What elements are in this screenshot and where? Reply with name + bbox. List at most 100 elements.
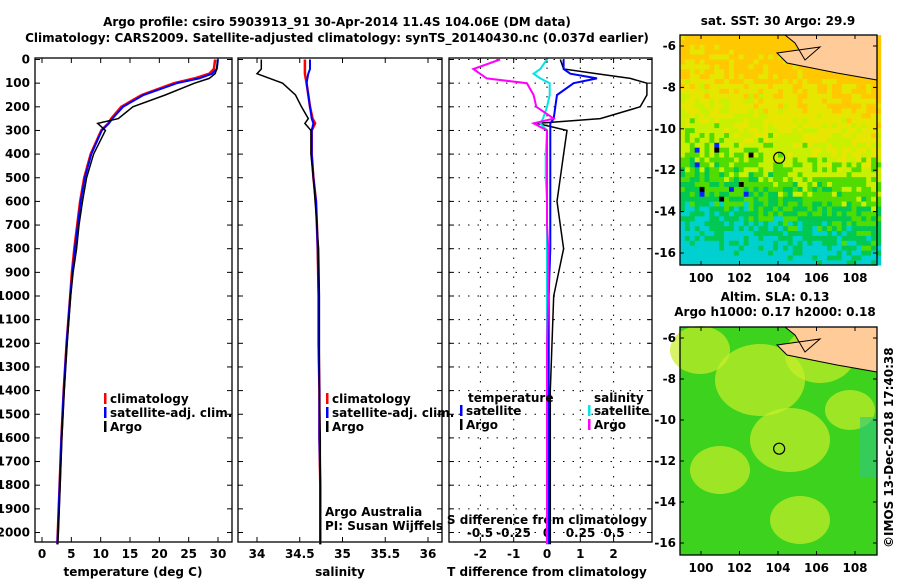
temperature-legend-item: climatology	[110, 392, 189, 406]
lat-tick-label: -10	[654, 413, 676, 427]
s-diff-tick-label: -0.5	[467, 526, 493, 540]
s-diff-tick-label: -0.25	[496, 526, 531, 540]
lon-tick-label: 102	[727, 271, 752, 285]
temperature-legend-item: Argo	[110, 420, 142, 434]
salinity-satellite-line	[305, 59, 322, 545]
x-tick-label: 20	[151, 547, 168, 561]
salinity-legend-item: climatology	[332, 392, 411, 406]
temperature-axis-label: temperature (deg C)	[64, 565, 203, 579]
depth-tick-label: 1700	[0, 455, 30, 469]
salinity-legend-item: satellite-adj. clim.	[332, 406, 454, 420]
depth-tick-label: 1300	[0, 360, 30, 374]
sla-map	[670, 326, 878, 556]
credit-line: PI: Susan Wijffels	[325, 519, 443, 533]
diff-legend-salinity-title: salinity	[594, 391, 644, 405]
x-tick-label: 35	[334, 547, 351, 561]
x-tick-label: 34.5	[285, 547, 315, 561]
panel-frame	[34, 57, 233, 543]
diff-legend-t-argo-swatch	[460, 419, 463, 430]
salinity-legend-item: Argo	[332, 420, 364, 434]
depth-tick-label: 1900	[0, 502, 30, 516]
depth-tick-label: 1200	[0, 336, 30, 350]
temperature-climatology-line	[56, 59, 217, 545]
sst-map-title: sat. SST: 30 Argo: 29.9	[701, 14, 855, 28]
sla-map-title: Altim. SLA: 0.13	[721, 290, 830, 304]
t-diff-axis-label: T difference from climatology	[447, 565, 647, 579]
lon-tick-label: 106	[804, 561, 829, 575]
argo-position-marker	[773, 442, 786, 455]
temperature-legend-item-swatch	[104, 407, 107, 418]
x-tick-label: 35.5	[370, 547, 400, 561]
lat-tick-label: -14	[654, 495, 676, 509]
diff-legend-temperature-title: temperature	[468, 391, 553, 405]
lon-tick-label: 104	[765, 561, 790, 575]
s-diff-argo-line	[471, 58, 557, 545]
depth-tick-label: 200	[5, 100, 30, 114]
temperature-satellite-line	[56, 59, 219, 545]
lon-tick-label: 108	[842, 271, 867, 285]
credit-line: Argo Australia	[325, 505, 422, 519]
lon-tick-label: 106	[804, 271, 829, 285]
depth-tick-label: 1500	[0, 407, 30, 421]
diff-legend-t-satellite: satellite	[466, 404, 521, 418]
temperature-legend-item-swatch	[104, 421, 107, 432]
depth-tick-label: 1400	[0, 384, 30, 398]
depth-tick-label: 300	[5, 123, 30, 137]
x-tick-label: 1	[576, 547, 584, 561]
x-tick-label: 0	[38, 547, 46, 561]
depth-tick-label: 1000	[0, 289, 30, 303]
diff-legend-t-satellite-swatch	[460, 405, 463, 416]
depth-tick-label: 0	[22, 53, 30, 67]
x-tick-label: 5	[67, 547, 75, 561]
x-tick-label: 2	[609, 547, 617, 561]
diff-legend-s-argo: Argo	[594, 418, 626, 432]
x-tick-label: -1	[507, 547, 520, 561]
argo-position-marker	[773, 151, 786, 164]
sst-map	[679, 34, 882, 266]
salinity-axis-label: salinity	[315, 565, 365, 579]
depth-tick-label: 1600	[0, 431, 30, 445]
lat-tick-label: -16	[654, 536, 676, 550]
salinity-argo-line	[255, 59, 322, 545]
lat-tick-label: -8	[663, 372, 676, 386]
salinity-legend-item-swatch	[326, 393, 329, 404]
depth-tick-label: 500	[5, 171, 30, 185]
sla-map-subtitle: Argo h1000: 0.17 h2000: 0.18	[674, 305, 875, 319]
depth-tick-label: 1800	[0, 478, 30, 492]
lon-tick-label: 104	[765, 271, 790, 285]
x-tick-label: 25	[180, 547, 197, 561]
depth-tick-label: 900	[5, 265, 30, 279]
title-line-2: Climatology: CARS2009. Satellite-adjuste…	[25, 31, 649, 46]
lat-tick-label: -8	[663, 80, 676, 94]
x-tick-label: 0	[543, 547, 551, 561]
lat-tick-label: -6	[663, 39, 676, 53]
depth-tick-label: 800	[5, 242, 30, 256]
x-tick-label: 36	[420, 547, 437, 561]
t-diff-argo-line	[536, 59, 648, 545]
temperature-argo-line	[57, 59, 219, 545]
lat-tick-label: -10	[654, 122, 676, 136]
panel-frame	[237, 57, 443, 543]
salinity-legend-item-swatch	[326, 407, 329, 418]
t-diff-satellite-line	[547, 59, 598, 545]
lat-tick-label: -12	[654, 163, 676, 177]
x-tick-label: 30	[210, 547, 227, 561]
salinity-legend-item-swatch	[326, 421, 329, 432]
lat-tick-label: -6	[663, 331, 676, 345]
x-tick-label: 10	[92, 547, 109, 561]
x-tick-label: 15	[122, 547, 139, 561]
depth-tick-label: 700	[5, 218, 30, 232]
depth-tick-label: 400	[5, 147, 30, 161]
s-diff-tick-label: 0.25	[566, 526, 596, 540]
footer-timestamp: ©IMOS 13-Dec-2018 17:40:38	[882, 347, 896, 548]
depth-tick-label: 1100	[0, 313, 30, 327]
depth-tick-label: 600	[5, 194, 30, 208]
x-tick-label: 34	[249, 547, 266, 561]
x-tick-label: -2	[474, 547, 487, 561]
temperature-legend-item-swatch	[104, 393, 107, 404]
lon-tick-label: 100	[688, 561, 713, 575]
lon-tick-label: 100	[688, 271, 713, 285]
depth-tick-label: 2000	[0, 526, 30, 540]
diff-legend-s-satellite: satellite	[594, 404, 649, 418]
